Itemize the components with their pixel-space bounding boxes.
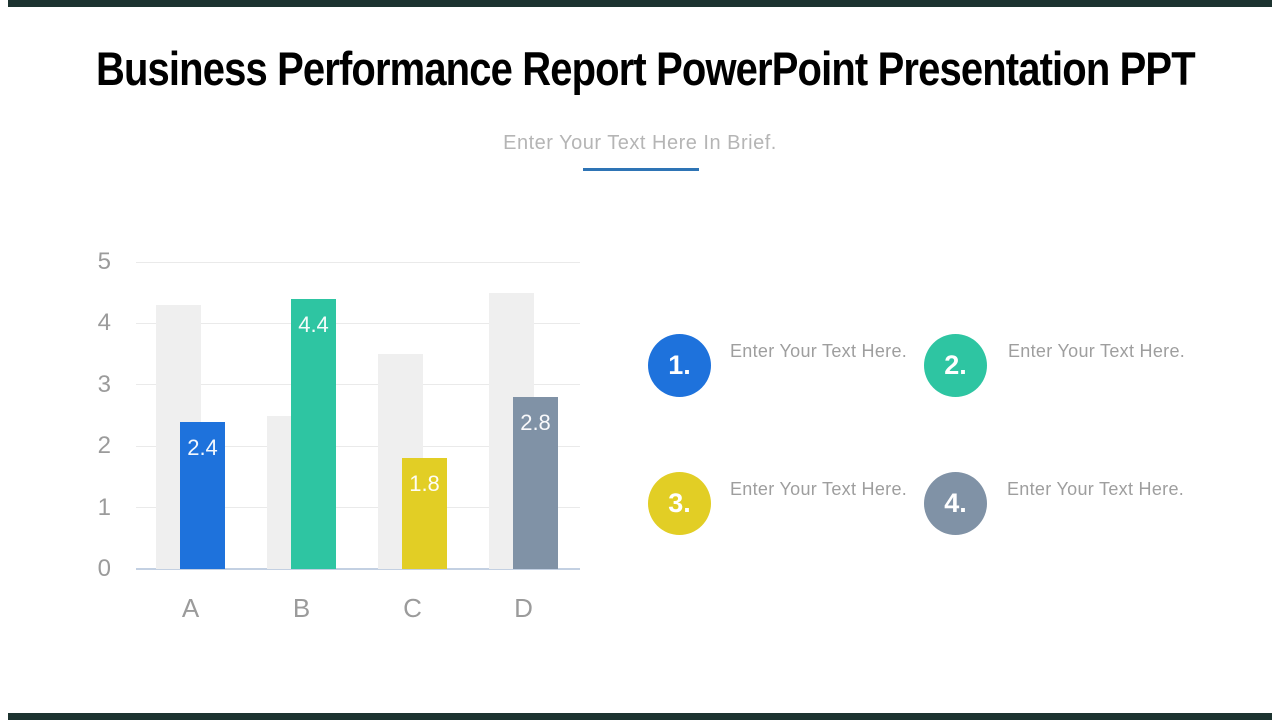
slide-title: Business Performance Report PowerPoint P…: [96, 42, 1196, 95]
item-1-text-placeholder: Enter Your Text Here.: [730, 341, 908, 361]
bar-data-label-D: 2.8: [520, 410, 551, 436]
gridline-y-1: [136, 507, 580, 509]
x-axis-category-label-C: C: [403, 593, 422, 623]
x-axis-category-label-D: D: [514, 593, 533, 623]
item-4-text-placeholder: Enter Your Text Here.: [1007, 479, 1185, 499]
bar-value-D: [513, 397, 558, 569]
y-axis-tick-label: 4: [97, 309, 111, 337]
x-axis-baseline: [136, 568, 580, 570]
bottom-edge-bar: [8, 713, 1272, 720]
y-axis-tick-label: 5: [97, 248, 111, 275]
y-axis-tick-label: 3: [97, 370, 111, 398]
item-4-number-badge: 4.: [924, 472, 987, 535]
item-2-number-badge: 2.: [924, 334, 987, 397]
bar-value-C: [402, 458, 447, 569]
gridline-y-4: [136, 322, 580, 324]
x-axis-category-label-A: A: [181, 593, 200, 623]
item-2-text-placeholder: Enter Your Text Here.: [1008, 341, 1186, 361]
y-axis-tick-label: 2: [97, 432, 111, 460]
bar-value-B: [291, 298, 336, 569]
item-3-number-badge: 3.: [648, 472, 711, 535]
subtitle-placeholder: Enter Your Text Here In Brief.: [503, 132, 777, 154]
bar-value-A: [180, 421, 225, 569]
y-axis-tick-label: 0: [97, 555, 111, 582]
top-edge-bar: [8, 0, 1272, 7]
y-axis-tick-label: 1: [97, 493, 111, 521]
item-3-text-placeholder: Enter Your Text Here.: [730, 479, 908, 499]
bar-data-label-C: 1.8: [409, 471, 440, 497]
gridline-y-2: [136, 445, 580, 447]
bar-data-label-A: 2.4: [187, 434, 218, 460]
x-axis-category-label-B: B: [292, 593, 311, 623]
item-1-number-badge: 1.: [648, 334, 711, 397]
gridline-y-5: [136, 261, 580, 263]
subtitle-accent-line: [583, 168, 699, 171]
bar-chart: 0 1 2 3 4 5 2.4 A 4.4 B 1.8 C 2.8 D: [97, 248, 580, 623]
gridline-y-3: [136, 384, 580, 386]
bar-data-label-B: 4.4: [298, 311, 329, 337]
